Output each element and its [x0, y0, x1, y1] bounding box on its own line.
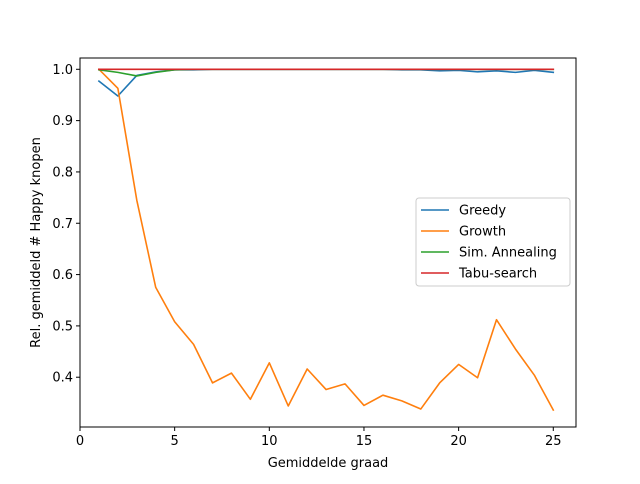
x-tick-label: 0 — [76, 434, 84, 449]
x-axis-label: Gemiddelde graad — [268, 456, 389, 471]
y-tick-label: 0.9 — [52, 114, 73, 129]
y-axis: 0.4 0.5 0.6 0.7 0.8 0.9 1.0 — [52, 63, 80, 386]
y-tick-label: 0.4 — [52, 371, 73, 386]
x-axis: 0 5 10 15 20 25 — [76, 427, 562, 449]
x-tick-label: 5 — [171, 434, 179, 449]
legend-label: Growth — [459, 225, 506, 240]
series-layer — [97, 68, 555, 412]
y-tick-label: 1.0 — [52, 63, 73, 78]
y-tick-label: 0.6 — [52, 268, 73, 283]
legend-label: Sim. Annealing — [459, 246, 557, 261]
y-tick-label: 0.8 — [52, 165, 73, 180]
x-tick-label: 20 — [450, 434, 467, 449]
series-line-growth — [97, 68, 555, 412]
legend: Greedy Growth Sim. Annealing Tabu-search — [415, 197, 571, 287]
x-tick-label: 25 — [545, 434, 562, 449]
y-axis-label: Rel. gemiddeld # Happy knopen — [29, 137, 44, 348]
legend-label: Tabu-search — [458, 267, 537, 282]
x-tick-label: 10 — [261, 434, 278, 449]
plot-frame — [79, 57, 577, 428]
legend-label: Greedy — [459, 204, 506, 219]
legend-box — [415, 197, 571, 287]
y-tick-label: 0.5 — [52, 319, 73, 334]
y-tick-label: 0.7 — [52, 217, 73, 232]
x-tick-label: 15 — [356, 434, 373, 449]
